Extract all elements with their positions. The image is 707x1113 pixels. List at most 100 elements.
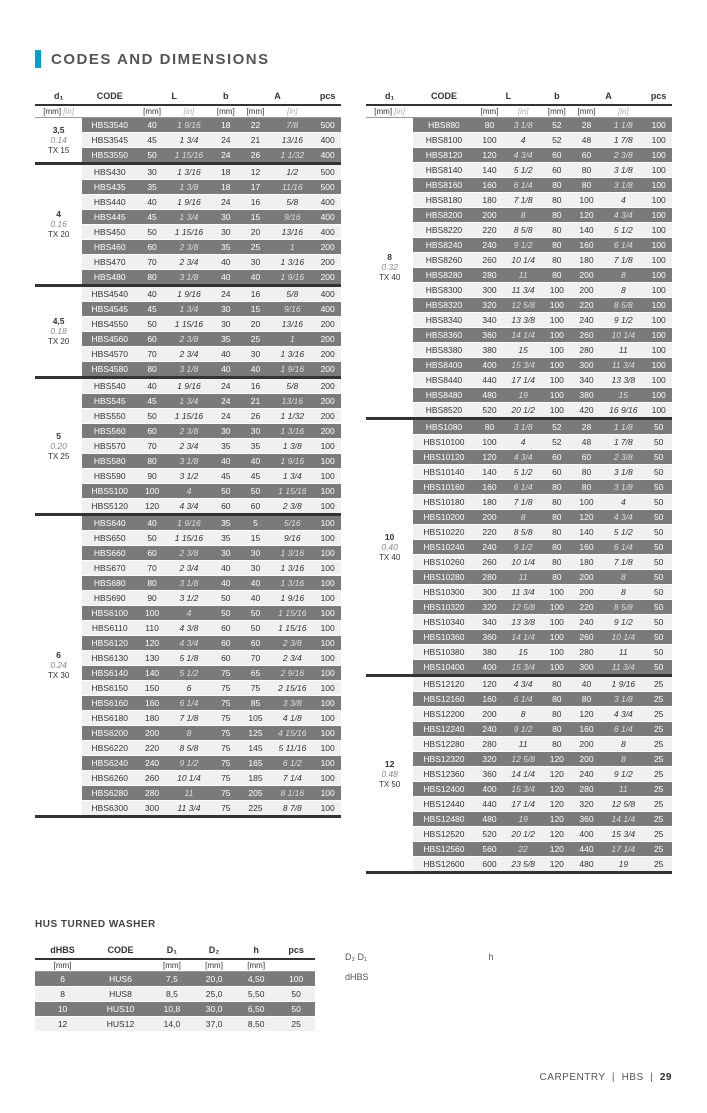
cell: 6 [35, 972, 90, 987]
th-L: L [137, 88, 211, 105]
cell: 1 3/16 [270, 255, 314, 270]
cell: HBS8260 [413, 253, 474, 268]
cell: 35 [211, 515, 241, 531]
cell: 4 3/4 [504, 148, 542, 163]
wth-code: CODE [90, 942, 151, 959]
cell: 4 3/8 [167, 621, 211, 636]
cell: 40 [241, 270, 271, 286]
cell: 1 3/16 [270, 546, 314, 561]
cell: 12 5/8 [504, 298, 542, 313]
cell: 1 1/32 [270, 409, 314, 424]
cell: 35 [137, 180, 167, 195]
cell: 40 [211, 270, 241, 286]
cell: HBS580 [82, 454, 137, 469]
cell: 8,50 [235, 1017, 277, 1032]
cell: 90 [137, 591, 167, 606]
cell: HBS10180 [413, 495, 474, 510]
cell: HBS8480 [413, 388, 474, 403]
cell: 100 [645, 388, 672, 403]
cell: 2 9/16 [270, 666, 314, 681]
cell: HBS12600 [413, 857, 474, 873]
cell: 7 1/8 [504, 193, 542, 208]
cell: 300 [475, 283, 505, 298]
cell: 15 [241, 531, 271, 546]
cell: 9 1/2 [504, 722, 542, 737]
sub-mm: [mm] [572, 105, 602, 118]
cell: 80 [572, 480, 602, 495]
cell: HBS690 [82, 591, 137, 606]
cell: HBS435 [82, 180, 137, 195]
cell: 200 [572, 752, 602, 767]
cell: 120 [137, 636, 167, 651]
cell: 50 [645, 615, 672, 630]
cell: 3 1/8 [167, 576, 211, 591]
cell: 100 [314, 666, 341, 681]
table-row: 60.24TX 30HBS640401 9/163555/16100 [35, 515, 341, 531]
cell: HBS460 [82, 240, 137, 255]
cell: 12 [35, 1017, 90, 1032]
cell: 100 [314, 499, 341, 515]
table-row: 50.20TX 25HBS540401 9/1624165/8200 [35, 378, 341, 394]
cell: 80 [572, 465, 602, 480]
cell: 6 1/4 [504, 480, 542, 495]
cell: 50 [241, 606, 271, 621]
right-column: d₁ CODE L b A pcs [mm] [in] [mm] [in] [m… [366, 88, 672, 874]
cell: 100 [314, 454, 341, 469]
th-L: L [475, 88, 542, 105]
cell: 180 [475, 193, 505, 208]
cell: 37,0 [193, 1017, 235, 1032]
cell: 80 [542, 495, 572, 510]
cell: HBS8380 [413, 343, 474, 358]
cell: 21 [241, 133, 271, 148]
cell: 2 3/4 [167, 561, 211, 576]
sub-mm: [mm] [in] [35, 105, 82, 118]
th-pcs: pcs [645, 88, 672, 105]
cell: 50 [645, 450, 672, 465]
cell: 100 [645, 238, 672, 253]
cell: 75 [211, 696, 241, 711]
cell: 80 [542, 268, 572, 283]
cell: 100 [645, 208, 672, 223]
cell: 145 [241, 741, 271, 756]
cell: 1 15/16 [270, 606, 314, 621]
cell: 40 [211, 576, 241, 591]
cell: HBS5120 [82, 499, 137, 515]
cell: 13 3/8 [504, 313, 542, 328]
cell: 75 [211, 681, 241, 696]
cell: 260 [572, 630, 602, 645]
cell: 100 [137, 484, 167, 499]
cell: 25 [645, 676, 672, 692]
wsub-blank [90, 959, 151, 972]
cell: 9/16 [270, 531, 314, 546]
page-footer: CARPENTRY | HBS | 29 [35, 1072, 672, 1083]
cell: 24 [211, 148, 241, 164]
th-code: CODE [413, 88, 474, 105]
cell: HBS640 [82, 515, 137, 531]
cell: 140 [572, 223, 602, 238]
cell: 2 3/4 [167, 255, 211, 270]
cell: 1/2 [270, 164, 314, 180]
cell: 70 [137, 439, 167, 454]
cell: HUS6 [90, 972, 151, 987]
washer-table: dHBS CODE D₁ D₂ h pcs [mm] [mm] [mm] [mm… [35, 942, 315, 1032]
cell: 100 [542, 313, 572, 328]
cell: 120 [475, 450, 505, 465]
cell: 45 [241, 469, 271, 484]
cell: HBS670 [82, 561, 137, 576]
cell: HBS650 [82, 531, 137, 546]
cell: HBS10120 [413, 450, 474, 465]
cell: 9/16 [270, 302, 314, 317]
cell: 100 [542, 343, 572, 358]
cell: 80 [542, 722, 572, 737]
cell: 360 [475, 328, 505, 343]
page-title: CODES AND DIMENSIONS [51, 51, 270, 68]
cell: 50 [645, 555, 672, 570]
cell: 240 [475, 540, 505, 555]
cell: 40 [241, 362, 271, 378]
cell: 11 3/4 [601, 358, 645, 373]
cell: 320 [475, 600, 505, 615]
cell: 4 3/4 [504, 450, 542, 465]
d1-cell: 120.48TX 50 [366, 676, 413, 873]
cell: 1 3/8 [167, 180, 211, 195]
cell: 11 3/4 [504, 585, 542, 600]
